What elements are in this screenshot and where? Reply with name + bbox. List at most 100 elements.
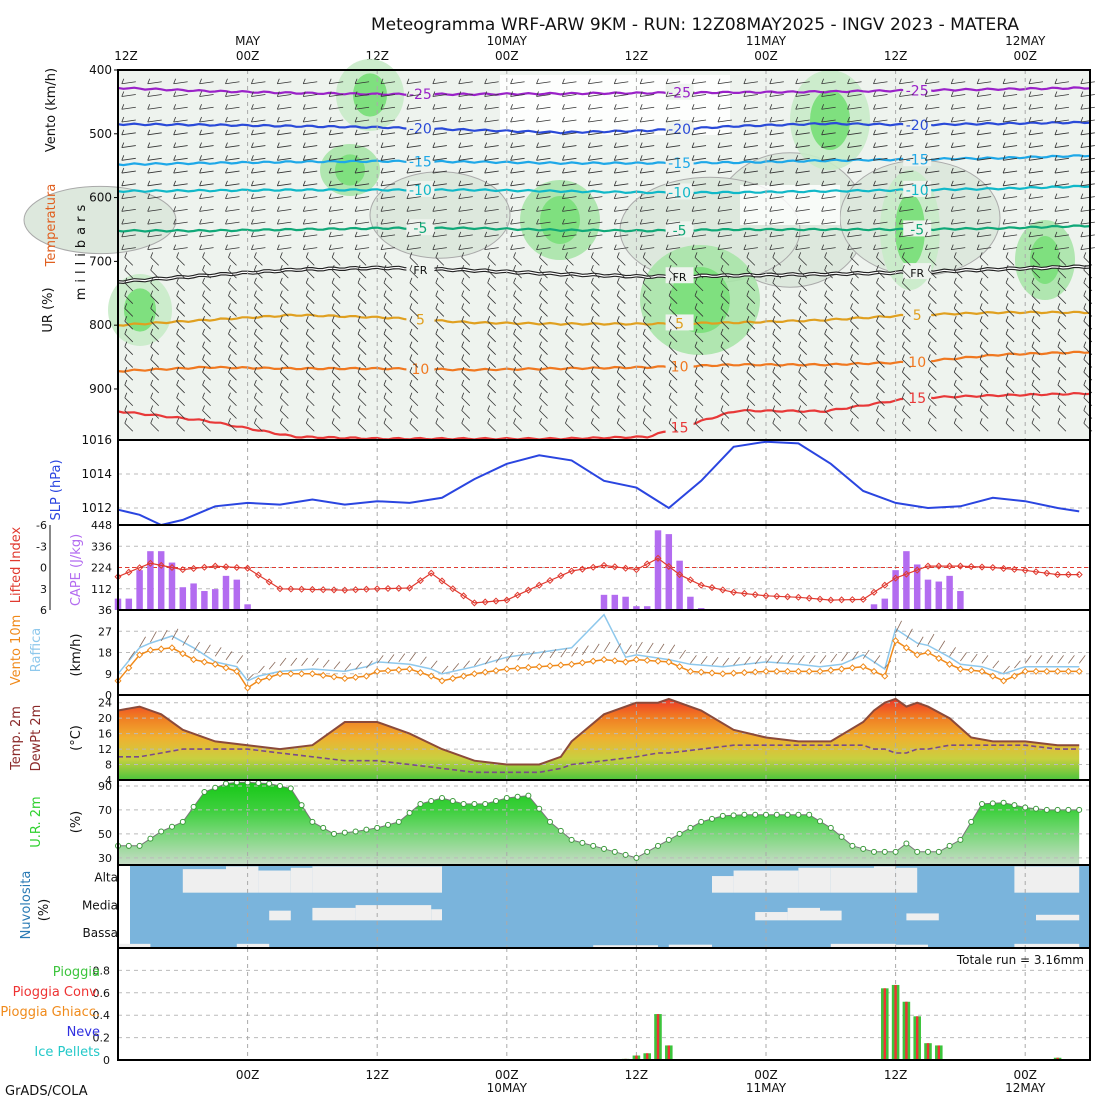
wind-barb-flag: [821, 142, 825, 148]
li-marker: [1010, 565, 1018, 573]
wind-barb-flag: [746, 303, 750, 309]
isotherm-label: 10: [411, 362, 429, 378]
wind-barb-flag: [902, 277, 905, 284]
wind-barb-flag: [613, 78, 617, 84]
wind-arrow: [463, 660, 470, 669]
wind-barb-flag: [254, 341, 257, 347]
wind-marker: [373, 667, 381, 675]
wind-barb: [409, 422, 419, 432]
wind-barb-flag: [536, 142, 539, 148]
precip-tick-label: 0.8: [93, 964, 111, 977]
rh-marker: [871, 848, 877, 855]
wind-barb-flag: [821, 116, 825, 123]
li-marker: [125, 568, 133, 576]
wind-barb-flag: [899, 91, 902, 97]
wind-barb-flag: [613, 244, 617, 250]
wind-barb-flag: [720, 418, 724, 424]
wind-barb: [876, 320, 885, 330]
wind-barb-flag: [743, 180, 747, 186]
wind-barb-flag: [406, 91, 410, 97]
wind-barb-flag: [668, 418, 672, 424]
wind-barb: [461, 371, 471, 381]
rh-marker: [838, 833, 845, 840]
wind-barb: [565, 320, 574, 330]
li-tick-label: 6: [40, 604, 47, 617]
wind-arrow: [819, 655, 827, 664]
wind-barb-flag: [1002, 116, 1006, 123]
wind-barb: [435, 282, 445, 292]
wind-barb: [461, 384, 471, 394]
wind-barb: [458, 170, 473, 174]
wind-barb-flag: [357, 277, 361, 284]
wind-barb: [614, 81, 629, 85]
wind-barb: [1057, 257, 1067, 266]
wind-barb-flag: [668, 328, 672, 335]
wind-barb-flag: [409, 418, 413, 424]
wind-barb-flag: [1054, 218, 1058, 225]
wind-barb-flag: [950, 91, 954, 97]
wind-barb: [173, 170, 188, 174]
wind-barb-flag: [228, 328, 231, 335]
wind-barb-flag: [199, 78, 202, 84]
wind-marker: [438, 677, 446, 685]
wind-barb-flag: [487, 367, 491, 373]
wind-barb: [979, 295, 989, 304]
wind-barb: [899, 132, 914, 136]
time-label-date: MAY: [235, 34, 261, 48]
wind-barb: [225, 94, 240, 97]
axis-label-wind-unit: (km/h): [69, 634, 84, 677]
rh-marker: [579, 839, 586, 846]
cloud-cover-cell: [236, 943, 270, 948]
wind-barb-flag: [824, 277, 828, 284]
isotherm-label-bg: [406, 259, 435, 276]
wind-barb-flag: [590, 354, 594, 360]
wind-barb-flag: [873, 180, 876, 186]
wind-barb: [977, 106, 992, 110]
wind-barb: [1057, 384, 1067, 394]
wind-barb: [565, 422, 574, 432]
wind-barb-flag: [199, 129, 202, 135]
wind-barb: [383, 333, 393, 343]
wind-barb-flag: [1057, 303, 1061, 309]
wind-barb: [355, 81, 370, 85]
wind-barb-flag: [821, 155, 825, 161]
wind-barb-flag: [746, 264, 750, 271]
pressure-tick-label: 400: [89, 63, 112, 77]
wind-barb: [591, 257, 600, 266]
wind-barb-flag: [331, 316, 335, 322]
wind-barb-flag: [536, 193, 539, 199]
wind-barb: [329, 119, 344, 123]
wind-barb: [150, 410, 160, 419]
rh-marker: [1033, 805, 1039, 812]
wind-barb: [717, 157, 733, 161]
wind-barb-flag: [665, 142, 669, 148]
wind-barb: [355, 170, 370, 174]
wind-barb: [228, 333, 237, 343]
rh-panel: [115, 779, 1091, 866]
cape-bar: [136, 570, 143, 610]
wind-barb: [562, 170, 577, 174]
wind-barb-flag: [276, 180, 280, 186]
wind-barb: [899, 183, 914, 187]
wind-barb: [303, 132, 318, 136]
wind-barb: [406, 221, 421, 225]
wind-barb-flag: [199, 116, 202, 123]
li-marker: [989, 563, 997, 572]
wind-barb: [539, 422, 548, 432]
axis-label-wind10m: Vento 10m: [9, 615, 24, 686]
wind-arrow: [657, 643, 665, 654]
wind-barb: [383, 346, 393, 355]
wind-barb: [355, 119, 370, 123]
wind-marker: [1000, 677, 1008, 685]
wind-barb: [124, 410, 134, 419]
wind-barb: [409, 397, 419, 407]
precip-bar-conv: [656, 1014, 660, 1060]
wind-barb-flag: [953, 405, 957, 411]
wind-barb: [769, 132, 784, 136]
wind-barb-flag: [1002, 167, 1006, 174]
wind-barb: [591, 346, 600, 355]
wind-barb: [329, 145, 344, 148]
li-marker: [708, 584, 716, 592]
wind-barb: [977, 145, 992, 148]
wind-barb-flag: [305, 392, 309, 398]
